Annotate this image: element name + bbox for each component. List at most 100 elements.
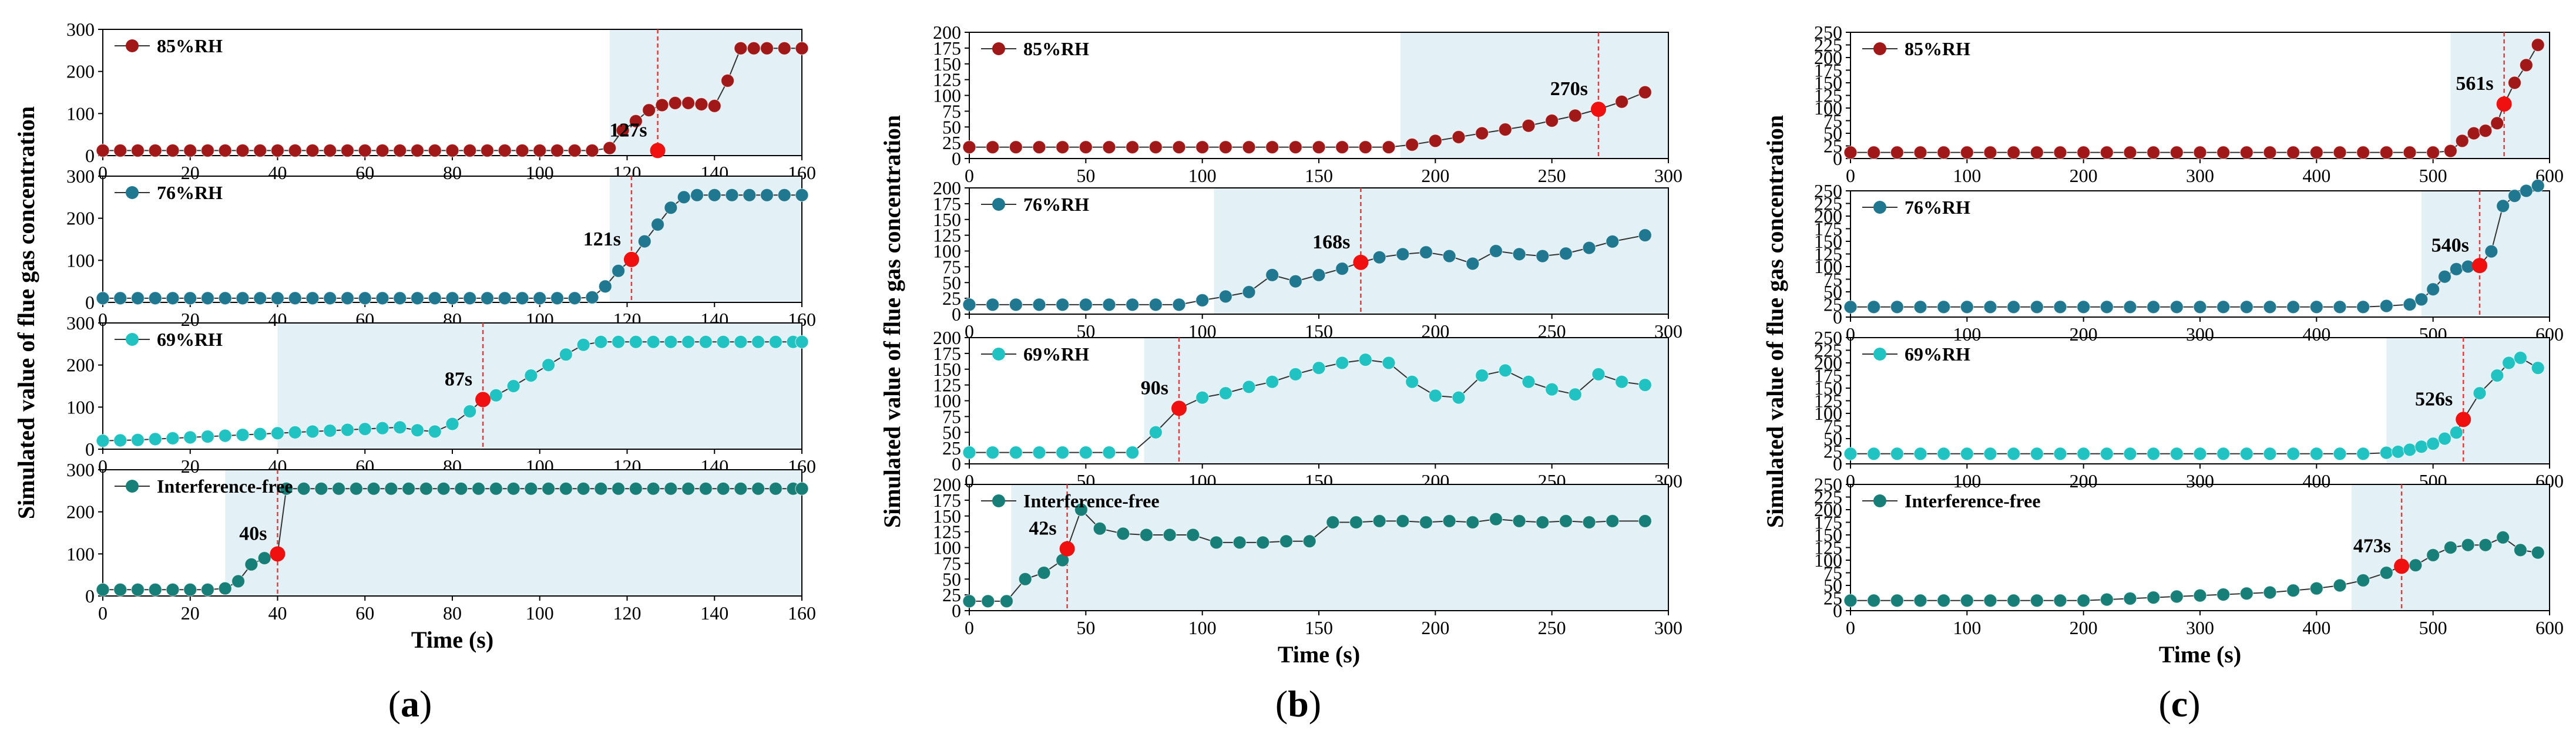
data-point — [393, 143, 407, 157]
y-tick-label: 75 — [1823, 563, 1842, 584]
data-point — [402, 481, 416, 496]
data-point — [1559, 247, 1573, 261]
data-point — [2053, 146, 2067, 160]
data-point — [2123, 591, 2137, 605]
data-point — [1056, 446, 1070, 460]
x-tick-label: 100 — [1188, 617, 1217, 638]
data-point — [716, 481, 730, 496]
y-tick-label: 100 — [1814, 550, 1842, 571]
x-axis-label: Time (s) — [1278, 641, 1360, 668]
detection-label: 127s — [609, 119, 647, 141]
x-tick-label: 20 — [181, 456, 200, 477]
data-point — [567, 143, 582, 157]
data-point — [428, 143, 442, 157]
data-point — [707, 188, 721, 202]
data-point — [323, 423, 337, 438]
data-point — [305, 143, 320, 157]
data-point — [550, 291, 565, 305]
data-point — [2449, 262, 2463, 276]
data-point — [2356, 573, 2370, 588]
x-tick-label: 160 — [788, 602, 816, 624]
data-point — [777, 41, 791, 55]
data-point — [1452, 390, 1466, 405]
x-tick-label: 100 — [1953, 470, 1981, 491]
y-tick-label: 75 — [942, 553, 961, 574]
x-tick-label: 0 — [98, 456, 108, 477]
y-tick-label: 75 — [1823, 110, 1842, 132]
detection-point — [1059, 541, 1075, 557]
y-tick-label: 50 — [1823, 123, 1842, 144]
data-point — [2123, 146, 2137, 160]
data-point — [183, 291, 197, 305]
data-point — [1843, 594, 1858, 608]
data-point — [2030, 300, 2044, 314]
x-tick-label: 60 — [355, 602, 374, 624]
y-tick-label: 75 — [942, 100, 961, 122]
data-point — [2531, 361, 2545, 375]
x-tick-label: 100 — [1953, 165, 1981, 186]
data-point — [646, 335, 660, 349]
data-point — [1843, 300, 1858, 314]
y-tick-label: 100 — [1814, 256, 1842, 277]
data-point — [375, 291, 389, 305]
data-point — [1265, 268, 1279, 282]
data-point — [2356, 300, 2370, 314]
data-point — [270, 426, 285, 440]
caption-open: ( — [1275, 683, 1288, 725]
data-point — [751, 481, 765, 496]
y-tick-label: 25 — [1823, 136, 1842, 157]
caption-letter: c — [2171, 683, 2188, 725]
data-point — [1382, 140, 1396, 154]
data-point — [218, 581, 232, 595]
data-point — [768, 481, 782, 496]
data-point — [698, 481, 713, 496]
data-point — [244, 557, 258, 571]
detection-label: 473s — [2353, 535, 2391, 557]
shaded-region — [1214, 188, 1668, 314]
data-point — [1265, 140, 1279, 154]
y-tick-label: 150 — [933, 506, 961, 527]
legend-label: 76%RH — [1905, 197, 1970, 218]
data-point — [358, 143, 372, 157]
data-point — [668, 96, 682, 110]
data-point — [2263, 585, 2277, 600]
data-point — [489, 388, 503, 402]
detection-point — [2456, 412, 2471, 427]
data-point — [1582, 515, 1596, 530]
data-point — [2426, 436, 2440, 451]
data-point — [1242, 380, 1256, 394]
data-point — [2403, 297, 2417, 312]
data-point — [200, 582, 215, 597]
data-point — [2437, 270, 2452, 284]
y-tick-label: 200 — [66, 501, 95, 523]
data-point — [642, 103, 656, 117]
y-tick-label: 200 — [933, 177, 961, 198]
data-point — [986, 140, 1000, 154]
data-point — [515, 143, 529, 157]
y-tick-label: 50 — [1823, 575, 1842, 596]
data-point — [2100, 300, 2114, 314]
data-point — [2356, 447, 2370, 461]
data-point — [367, 481, 381, 496]
x-tick-label: 0 — [1846, 324, 1855, 345]
data-point — [1419, 245, 1433, 260]
legend-marker — [1873, 201, 1886, 214]
data-point — [2379, 565, 2393, 580]
data-point — [236, 291, 250, 305]
y-tick-label: 200 — [66, 355, 95, 376]
data-point — [1302, 534, 1316, 548]
x-tick-label: 300 — [1654, 165, 1682, 186]
data-point — [305, 425, 320, 439]
data-point — [1545, 113, 1559, 128]
data-point — [720, 73, 735, 88]
data-point — [130, 582, 145, 597]
data-point — [1489, 512, 1503, 526]
y-tick-label: 150 — [933, 53, 961, 75]
data-point — [2426, 548, 2440, 563]
data-point — [218, 143, 232, 157]
y-tick-label: 175 — [933, 193, 961, 214]
